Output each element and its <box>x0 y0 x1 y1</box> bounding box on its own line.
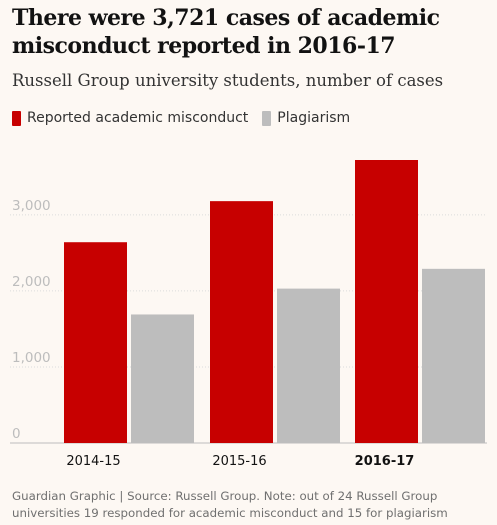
bar-misconduct-2014-15 <box>64 242 127 443</box>
bar-plagiarism-2014-15 <box>131 314 194 443</box>
x-tick-label: 2014-15 <box>66 454 120 469</box>
chart-legend: Reported academic misconduct Plagiarism <box>12 110 364 126</box>
bar-plagiarism-2016-17 <box>422 268 485 443</box>
legend-item-misconduct: Reported academic misconduct <box>12 110 248 126</box>
y-tick-label: 2,000 <box>12 274 51 290</box>
bar-chart: 0 1,000 2,000 3,000 2014-15 2015-16 2016-17 <box>10 160 487 469</box>
x-tick-label: 2015-16 <box>212 454 266 469</box>
y-tick-label: 0 <box>12 426 21 442</box>
bar-plagiarism-2015-16 <box>277 288 340 443</box>
legend-label-plagiarism: Plagiarism <box>277 110 351 126</box>
y-tick-label: 3,000 <box>12 198 51 214</box>
y-tick-label: 1,000 <box>12 350 51 366</box>
chart-subtitle: Russell Group university students, numbe… <box>12 71 444 90</box>
legend-swatch-plagiarism <box>262 110 272 126</box>
legend-swatch-misconduct <box>12 110 21 126</box>
source-note: Guardian Graphic | Source: Russell Group… <box>12 489 448 520</box>
bar-misconduct-2015-16 <box>210 201 273 443</box>
chart-title: There were 3,721 cases of academic misco… <box>12 5 440 59</box>
bar-misconduct-2016-17 <box>355 160 418 443</box>
x-tick-label: 2016-17 <box>355 454 415 469</box>
legend-item-plagiarism: Plagiarism <box>262 110 350 126</box>
legend-label-misconduct: Reported academic misconduct <box>27 110 249 126</box>
